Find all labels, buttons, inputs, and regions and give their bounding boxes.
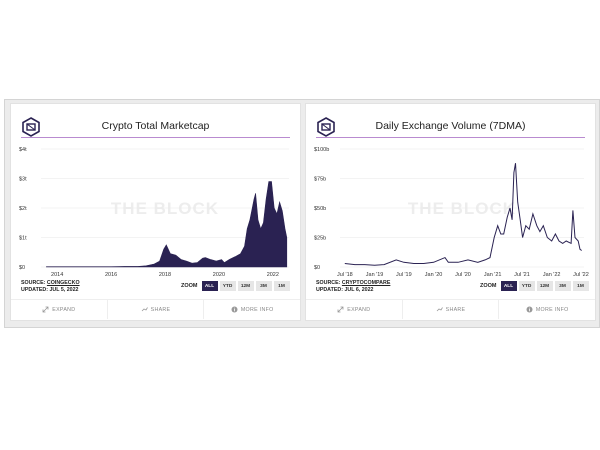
zoom-all-button[interactable]: ALL — [500, 281, 517, 291]
expand-button[interactable]: EXPAND — [11, 300, 108, 319]
series-area — [46, 181, 288, 268]
x-tick-label: Jan '19 — [366, 272, 384, 278]
source-info: SOURCE: CRYPTOCOMPARE UPDATED: JUL 6, 20… — [316, 280, 390, 293]
zoom-controls: ZOOM ALL YTD 12M 3M 1M — [480, 281, 591, 291]
y-tick-label: $75b — [314, 177, 326, 183]
zoom-ytd-button[interactable]: YTD — [518, 281, 535, 291]
zoom-12m-button[interactable]: 12M — [536, 281, 553, 291]
info-icon — [526, 306, 533, 313]
watermark-text: THE BLOCK — [111, 199, 219, 218]
y-tick-label: $3t — [19, 177, 27, 183]
x-tick-label: 2014 — [51, 272, 63, 278]
x-tick-label: Jul '22 — [573, 272, 589, 278]
more-info-button[interactable]: MORE INFO — [204, 300, 300, 319]
y-tick-label: $50b — [314, 206, 326, 212]
chart-card-marketcap: Crypto Total Marketcap THE BLOCK $0 $1t $2t… — [10, 103, 301, 321]
source-info: SOURCE: COINGECKO UPDATED: JUL 5, 2022 — [21, 280, 80, 293]
y-tick-label: $100b — [314, 147, 329, 153]
share-button[interactable]: SHARE — [108, 300, 205, 319]
x-tick-label: 2020 — [213, 272, 225, 278]
y-tick-label: $25b — [314, 236, 326, 242]
title-divider — [21, 137, 290, 138]
volume-chart-svg: THE BLOCK $0 $25b $50b $75b $100b Jul '18 Jan '… — [314, 147, 589, 278]
updated-date: UPDATED: JUL 5, 2022 — [21, 286, 79, 293]
zoom-1m-button[interactable]: 1M — [273, 281, 290, 291]
x-tick-label: Jul '19 — [396, 272, 412, 278]
updated-date: UPDATED: JUL 6, 2022 — [316, 286, 374, 293]
chart-title: Crypto Total Marketcap — [101, 120, 210, 132]
share-icon — [436, 306, 443, 313]
x-tick-label: 2018 — [159, 272, 171, 278]
y-tick-label: $2t — [19, 206, 27, 212]
series-line — [344, 163, 582, 266]
share-icon — [141, 306, 148, 313]
zoom-label: ZOOM — [181, 283, 198, 289]
zoom-3m-button[interactable]: 3M — [255, 281, 272, 291]
chart-card-volume: Daily Exchange Volume (7DMA) THE BLOCK $0… — [305, 103, 596, 321]
zoom-12m-button[interactable]: 12M — [237, 281, 254, 291]
more-info-label: MORE INFO — [535, 306, 569, 313]
y-tick-label: $0 — [314, 265, 320, 271]
y-tick-label: $0 — [19, 265, 25, 271]
zoom-controls: ZOOM ALL YTD 12M 3M 1M — [181, 281, 292, 291]
x-tick-label: Jan '22 — [543, 272, 561, 278]
marketcap-chart: THE BLOCK $0 $1t $2t $3t $4t 2014 2016 2018 2020 2… — [11, 142, 302, 282]
watermark-text: THE BLOCK — [408, 199, 516, 218]
more-info-label: MORE INFO — [240, 306, 274, 313]
source-link[interactable]: CRYPTOCOMPARE — [341, 280, 391, 286]
x-tick-label: 2016 — [105, 272, 117, 278]
y-tick-label: $4t — [19, 147, 27, 153]
zoom-3m-button[interactable]: 3M — [554, 281, 571, 291]
expand-icon — [42, 306, 49, 313]
title-divider — [316, 137, 585, 138]
more-info-button[interactable]: MORE INFO — [499, 300, 595, 319]
expand-label: EXPAND — [347, 306, 371, 313]
x-tick-label: 2022 — [267, 272, 279, 278]
marketcap-chart-svg: THE BLOCK $0 $1t $2t $3t $4t 2014 2016 2018 2020 2… — [19, 147, 289, 278]
x-tick-label: Jan '21 — [484, 272, 502, 278]
zoom-label: ZOOM — [480, 283, 497, 289]
expand-label: EXPAND — [52, 306, 76, 313]
the-block-logo-icon — [22, 117, 40, 137]
x-tick-label: Jul '20 — [455, 272, 471, 278]
source-link[interactable]: COINGECKO — [46, 280, 80, 286]
card-footer: EXPAND SHARE MORE INFO — [306, 299, 595, 319]
card-footer: EXPAND SHARE MORE INFO — [11, 299, 300, 319]
zoom-all-button[interactable]: ALL — [201, 281, 218, 291]
volume-chart: THE BLOCK $0 $25b $50b $75b $100b Jul '18 Jan '… — [306, 142, 597, 282]
share-label: SHARE — [445, 306, 466, 313]
source-prefix: SOURCE: — [316, 280, 342, 286]
x-tick-label: Jul '21 — [514, 272, 530, 278]
zoom-1m-button[interactable]: 1M — [572, 281, 589, 291]
x-tick-label: Jan '20 — [425, 272, 443, 278]
y-tick-label: $1t — [19, 236, 27, 242]
info-icon — [231, 306, 238, 313]
source-prefix: SOURCE: — [21, 280, 47, 286]
share-label: SHARE — [150, 306, 171, 313]
x-tick-label: Jul '18 — [337, 272, 353, 278]
expand-icon — [337, 306, 344, 313]
the-block-logo-icon — [317, 117, 335, 137]
chart-title: Daily Exchange Volume (7DMA) — [375, 120, 526, 132]
share-button[interactable]: SHARE — [403, 300, 500, 319]
zoom-ytd-button[interactable]: YTD — [219, 281, 236, 291]
expand-button[interactable]: EXPAND — [306, 300, 403, 319]
